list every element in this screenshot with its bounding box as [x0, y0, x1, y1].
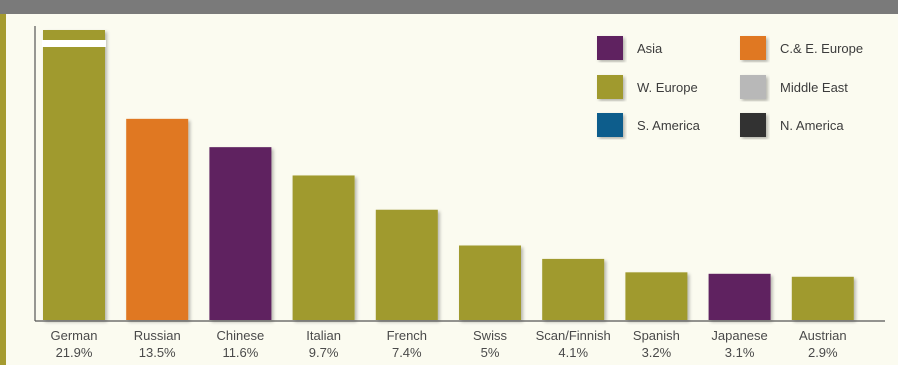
legend-label-w-europe: W. Europe	[637, 80, 698, 95]
category-label-russian: Russian	[134, 328, 181, 343]
legend-swatch-middle-east	[740, 75, 766, 99]
value-label-spanish: 3.2%	[642, 345, 672, 360]
category-label-austrian: Austrian	[799, 328, 847, 343]
value-label-german: 21.9%	[56, 345, 93, 360]
legend-label-c-e-europe: C.& E. Europe	[780, 41, 863, 56]
legend-swatch-n-america	[740, 113, 766, 137]
legend-label-middle-east: Middle East	[780, 80, 848, 95]
value-label-scan-finnish: 4.1%	[558, 345, 588, 360]
bar-italian	[292, 175, 355, 320]
legend-swatch-w-europe	[597, 75, 623, 99]
category-label-swiss: Swiss	[473, 328, 507, 343]
legend-swatch-s-america	[597, 113, 623, 137]
legend-label-n-america: N. America	[780, 118, 844, 133]
top-frame-bar	[0, 0, 898, 14]
bar-scan-finnish	[542, 258, 605, 320]
category-label-chinese: Chinese	[217, 328, 265, 343]
bars-group	[42, 30, 854, 320]
axis-break-gap	[42, 40, 106, 47]
legend-swatch-c-e-europe	[740, 36, 766, 60]
legend-label-asia: Asia	[637, 41, 663, 56]
legend-swatch-asia	[597, 36, 623, 60]
bar-spanish	[625, 272, 688, 320]
category-label-spanish: Spanish	[633, 328, 680, 343]
legend: Asia C.& E. Europe W. Europe Middle East S. …	[597, 36, 863, 137]
bar-russian	[126, 118, 189, 320]
legend-label-s-america: S. America	[637, 118, 701, 133]
value-label-italian: 9.7%	[309, 345, 339, 360]
tick-labels-group: German 21.9% Russian 13.5% Chinese 11.6% Itali…	[51, 328, 847, 360]
category-label-german: German	[51, 328, 98, 343]
category-label-scan-finnish: Scan/Finnish	[536, 328, 611, 343]
value-label-russian: 13.5%	[139, 345, 176, 360]
bar-chinese	[209, 147, 272, 320]
bar-japanese	[708, 273, 771, 320]
category-label-japanese: Japanese	[711, 328, 767, 343]
bar-french	[375, 209, 438, 320]
bar-austrian	[791, 276, 854, 320]
value-label-chinese: 11.6%	[222, 345, 258, 360]
value-label-austrian: 2.9%	[808, 345, 838, 360]
value-label-french: 7.4%	[392, 345, 422, 360]
value-label-japanese: 3.1%	[725, 345, 755, 360]
bar-swiss	[459, 245, 521, 320]
left-frame-bar	[0, 14, 6, 365]
value-label-swiss: 5%	[481, 345, 500, 360]
bar-german	[43, 30, 105, 320]
category-label-french: French	[387, 328, 427, 343]
category-label-italian: Italian	[306, 328, 341, 343]
